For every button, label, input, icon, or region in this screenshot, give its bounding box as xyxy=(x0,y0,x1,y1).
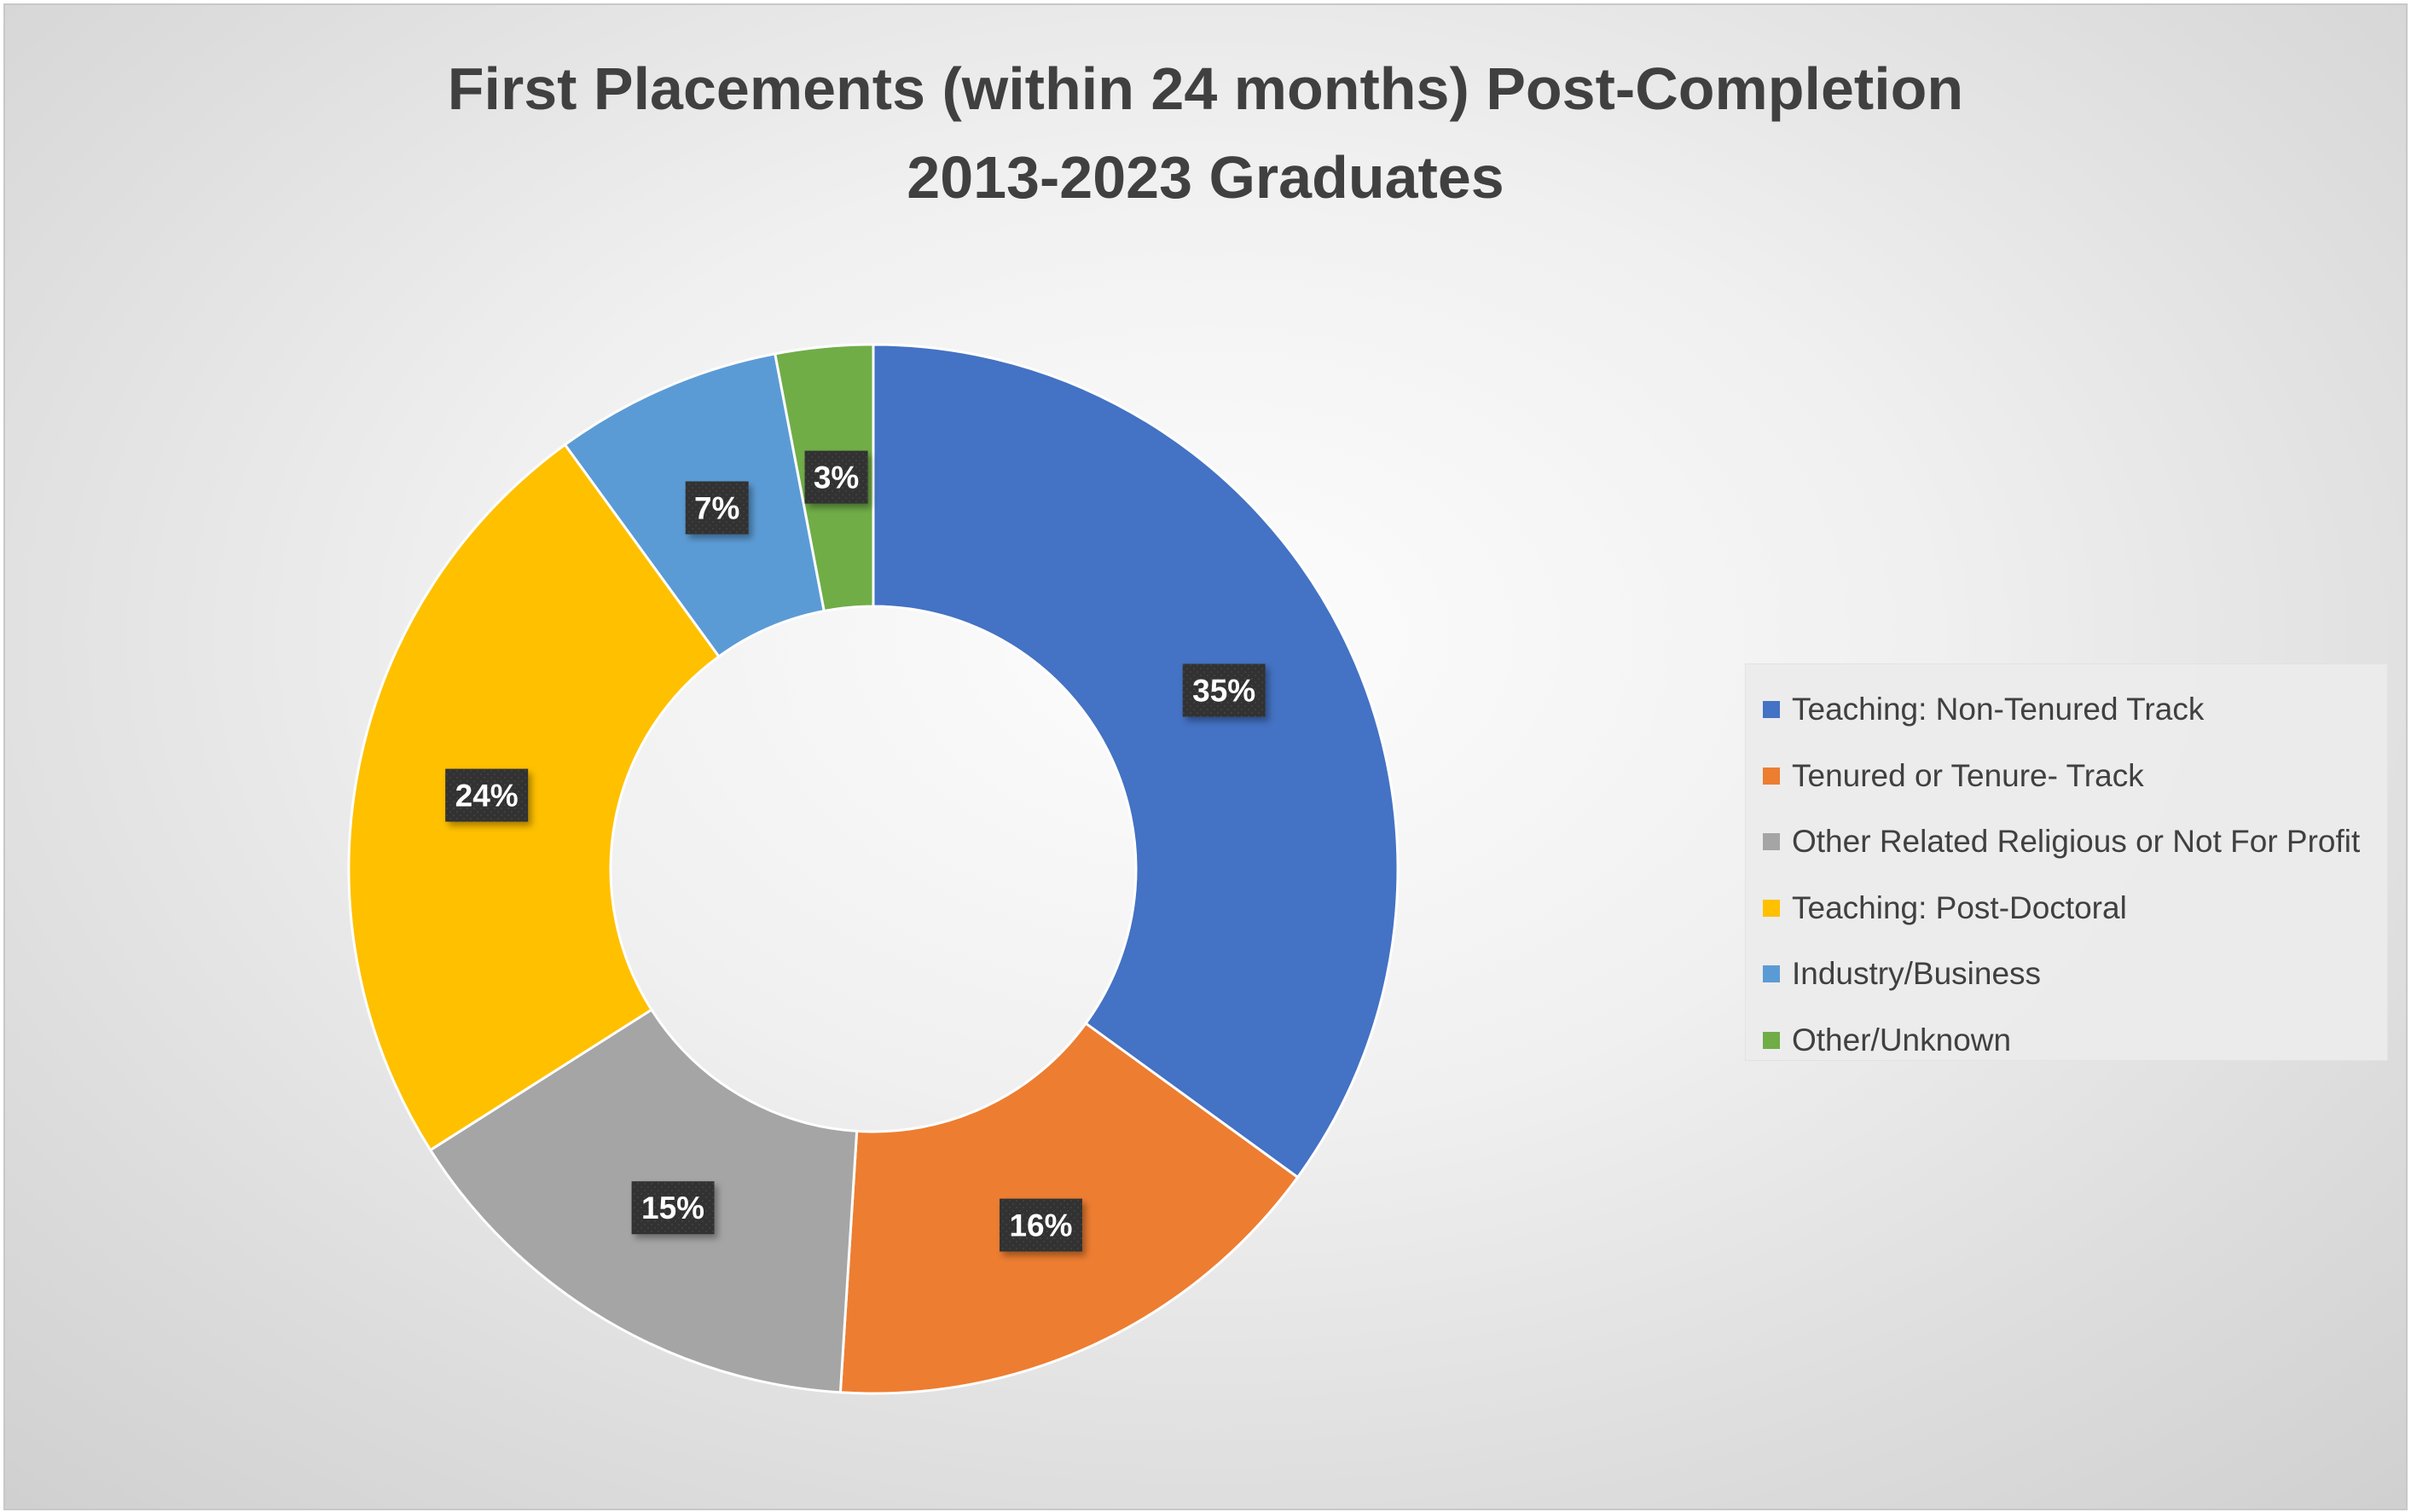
data-label-text: 24% xyxy=(455,779,519,814)
data-label-box xyxy=(804,450,868,504)
chart-title: First Placements (within 24 months) Post… xyxy=(5,44,2406,222)
legend-item: Teaching: Non-Tenured Track xyxy=(1746,676,2387,743)
data-label-1: 35% xyxy=(1182,663,1266,717)
legend-item: Other/Unknown xyxy=(1746,1007,2387,1074)
legend-label: Industry/Business xyxy=(1792,956,2042,991)
legend-swatch-icon xyxy=(1763,899,1780,917)
donut-chart: 35% 16% 15% 24% 7% 3% xyxy=(347,343,1400,1395)
data-label-box xyxy=(1182,663,1266,717)
legend-label: Teaching: Non-Tenured Track xyxy=(1792,692,2205,727)
data-label-4: 24% xyxy=(445,768,529,822)
legend-item: Other Related Religious or Not For Profi… xyxy=(1746,808,2387,875)
chart-title-line-2: 2013-2023 Graduates xyxy=(907,144,1504,211)
data-label-box xyxy=(631,1181,715,1235)
legend-swatch-icon xyxy=(1763,965,1780,982)
legend-label: Other/Unknown xyxy=(1792,1022,2012,1057)
data-label-text: 16% xyxy=(1009,1208,1072,1243)
legend-label: Teaching: Post-Doctoral xyxy=(1792,889,2127,925)
donut-slice-4 xyxy=(347,443,722,1152)
data-label-text: 7% xyxy=(694,490,739,525)
legend-swatch-icon xyxy=(1763,833,1780,850)
data-label-3: 15% xyxy=(631,1181,715,1235)
legend-swatch-icon xyxy=(1763,701,1780,718)
data-label-box xyxy=(445,768,529,822)
data-label-text: 35% xyxy=(1192,673,1255,708)
legend-item: Industry/Business xyxy=(1746,941,2387,1007)
donut-slice-1 xyxy=(872,343,1400,1179)
legend-item: Tenured or Tenure- Track xyxy=(1746,743,2387,809)
legend-label: Other Related Religious or Not For Profi… xyxy=(1792,824,2361,859)
chart-area: First Placements (within 24 months) Post… xyxy=(3,3,2408,1510)
chart-title-line-1: First Placements (within 24 months) Post… xyxy=(447,55,1964,122)
data-label-6: 3% xyxy=(804,450,868,504)
data-label-2: 16% xyxy=(999,1198,1082,1252)
legend-label: Tenured or Tenure- Track xyxy=(1792,757,2144,793)
legend: Teaching: Non-Tenured Track Tenured or T… xyxy=(1745,663,2388,1061)
data-label-box xyxy=(685,481,749,535)
legend-swatch-icon xyxy=(1763,1031,1780,1049)
legend-swatch-icon xyxy=(1763,767,1780,785)
data-label-5: 7% xyxy=(685,481,749,535)
legend-item: Teaching: Post-Doctoral xyxy=(1746,875,2387,941)
data-label-box xyxy=(999,1198,1082,1252)
data-label-text: 15% xyxy=(641,1190,704,1225)
data-label-text: 3% xyxy=(814,461,859,495)
